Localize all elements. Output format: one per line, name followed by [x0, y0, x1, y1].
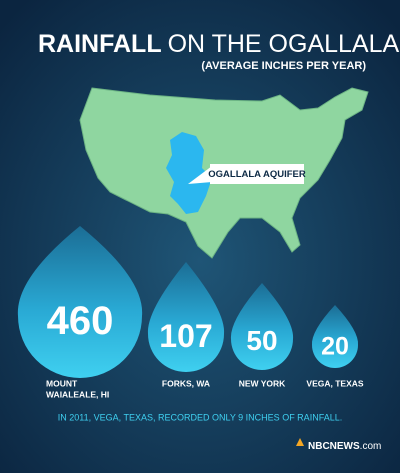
drop: [17, 226, 143, 378]
us-map: OGALLALA AQUIFER: [79, 87, 369, 259]
drop-value: 460: [47, 299, 114, 343]
drop: [147, 262, 225, 372]
drop-label: WAIALEALE, HI: [46, 389, 109, 399]
drop-label: FORKS, WA: [162, 378, 210, 388]
drop-label: VEGA, TEXAS: [306, 378, 363, 388]
title: RAINFALL ON THE OGALLALA: [38, 30, 400, 58]
drop-label: MOUNT: [46, 378, 78, 388]
map-label: OGALLALA AQUIFER: [208, 169, 306, 180]
drop-value: 107: [159, 318, 212, 354]
callout-pointer: [188, 166, 212, 184]
aquifer: [166, 132, 212, 214]
subtitle: (AVERAGE INCHES PER YEAR): [201, 60, 366, 72]
footnote: IN 2011, VEGA, TEXAS, RECORDED ONLY 9 IN…: [58, 412, 342, 422]
drop: [311, 305, 359, 368]
drop: [230, 283, 294, 370]
logo: NBCNEWS.com: [296, 438, 381, 452]
drop-value: 20: [321, 332, 349, 360]
drop-label: NEW YORK: [239, 378, 286, 388]
logo-text: NBCNEWS.com: [308, 441, 381, 452]
drop-value: 50: [246, 325, 277, 356]
callout-box: [210, 164, 304, 184]
